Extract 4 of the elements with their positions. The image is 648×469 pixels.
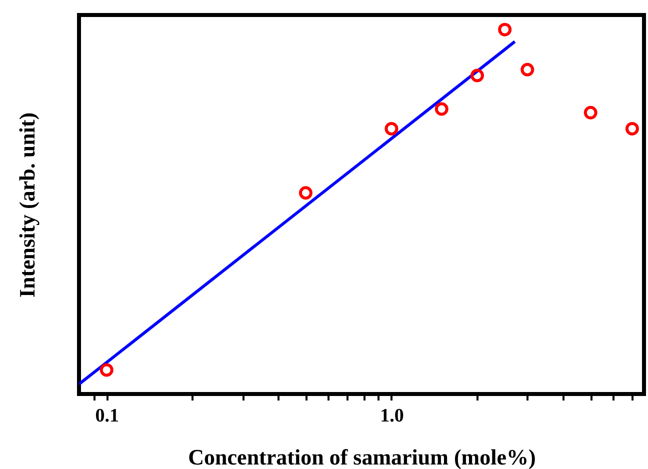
x-axis-title: Concentration of samarium (mole%) — [188, 444, 536, 469]
x-tick-label: 1.0 — [380, 406, 404, 426]
y-axis-title: Intensity (arb. unit) — [14, 112, 40, 298]
x-tick-label: 0.1 — [95, 406, 119, 426]
